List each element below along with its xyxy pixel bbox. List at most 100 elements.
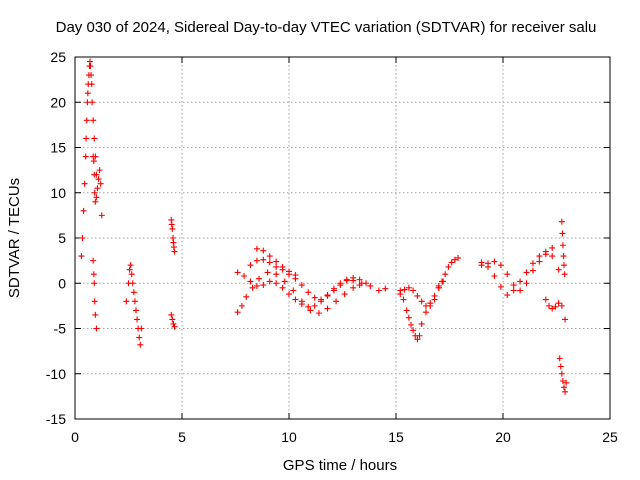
series-arc-l <box>397 282 442 309</box>
data-point <box>84 90 91 97</box>
data-point <box>311 294 318 301</box>
data-point <box>243 293 250 300</box>
data-point <box>253 245 260 252</box>
data-point <box>273 280 280 287</box>
y-tick-label: 15 <box>50 140 66 156</box>
data-point <box>330 287 337 294</box>
data-point <box>90 117 97 124</box>
data-point <box>558 218 565 225</box>
data-point <box>132 307 139 314</box>
data-point <box>356 282 363 289</box>
data-point <box>324 292 331 299</box>
data-point <box>560 253 567 260</box>
series-arc-b <box>90 153 105 219</box>
data-point <box>405 284 412 291</box>
x-axis-label: GPS time / hours <box>283 457 397 474</box>
data-point <box>305 303 312 310</box>
data-point <box>439 278 446 285</box>
data-point <box>549 244 556 251</box>
series-arc-r <box>556 355 570 395</box>
data-point <box>560 384 567 391</box>
data-point <box>403 307 410 314</box>
x-tick-label: 10 <box>281 429 297 445</box>
data-point <box>549 305 556 312</box>
data-point <box>292 296 299 303</box>
y-tick-label: 0 <box>58 275 66 291</box>
data-point <box>171 323 178 330</box>
data-point <box>92 311 99 318</box>
data-point <box>558 370 565 377</box>
data-point <box>266 253 273 260</box>
data-point <box>79 235 86 241</box>
data-point <box>431 292 438 299</box>
data-point <box>382 285 389 292</box>
data-point <box>435 284 442 291</box>
data-point <box>529 267 536 274</box>
plot-frame <box>74 56 611 420</box>
data-point <box>367 282 374 289</box>
data-point <box>414 336 421 343</box>
data-point <box>561 271 568 278</box>
series-arc-a <box>78 58 100 260</box>
data-point <box>549 253 556 260</box>
data-point <box>128 271 135 278</box>
data-point <box>529 260 536 267</box>
data-point <box>273 263 280 270</box>
series-arc-d <box>123 262 145 348</box>
series-arc-q <box>558 218 568 278</box>
data-point <box>286 268 292 275</box>
axis-ticks: 0 5 10 15 20 25 -15 -10 -5 0 5 10 15 20 25 <box>46 49 618 445</box>
data-point <box>407 321 414 328</box>
data-point <box>234 269 241 276</box>
series-arc-f <box>168 311 178 330</box>
data-point <box>510 282 517 289</box>
data-point <box>445 263 452 270</box>
data-point <box>131 298 138 305</box>
data-point <box>422 302 429 309</box>
data-point <box>363 280 370 287</box>
data-point <box>311 302 318 309</box>
data-point <box>171 248 178 255</box>
data-point <box>350 284 357 291</box>
data-point <box>90 153 97 160</box>
y-axis-label: SDTVAR / TECUs <box>6 178 23 298</box>
data-point <box>127 262 134 269</box>
data-point <box>491 273 498 280</box>
data-point <box>169 225 176 232</box>
data-point <box>517 278 524 285</box>
data-point <box>80 207 87 214</box>
data-point <box>504 292 511 299</box>
data-point <box>546 302 553 309</box>
data-point <box>94 185 101 192</box>
data-point <box>90 257 97 264</box>
data-point <box>136 334 143 341</box>
data-point <box>168 221 175 228</box>
series-arc-o <box>478 244 556 294</box>
data-point <box>91 298 98 305</box>
data-point <box>485 260 492 267</box>
data-point <box>234 309 241 316</box>
data-point <box>290 287 297 294</box>
data-point <box>170 244 177 251</box>
data-point <box>83 135 90 142</box>
data-point <box>170 320 177 327</box>
data-point <box>260 247 267 254</box>
data-point <box>341 291 348 298</box>
data-point <box>416 332 423 339</box>
data-point <box>91 280 98 287</box>
x-tick-label: 5 <box>178 429 186 445</box>
data-point <box>448 259 455 266</box>
data-point <box>557 363 564 370</box>
x-tick-label: 20 <box>495 429 511 445</box>
data-point <box>558 302 565 309</box>
data-point <box>279 263 286 270</box>
data-point <box>442 271 449 278</box>
data-point <box>169 316 176 323</box>
data-point <box>247 262 254 269</box>
data-point <box>241 273 248 280</box>
data-point <box>90 158 97 165</box>
data-point <box>256 275 263 282</box>
data-point <box>563 379 570 386</box>
data-point <box>97 180 104 187</box>
data-point <box>83 117 90 124</box>
